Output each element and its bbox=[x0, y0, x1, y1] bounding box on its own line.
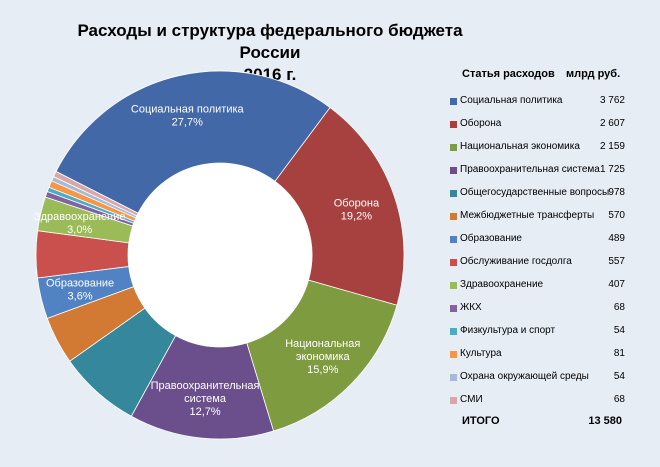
legend-item-label: ЖКХ bbox=[460, 302, 482, 313]
legend-item-label: Обслуживание госдолга bbox=[460, 256, 572, 267]
donut-chart: Социальная политика 27,7%Оборона 19,2%Наци… bbox=[0, 0, 440, 467]
legend-swatch bbox=[450, 190, 457, 197]
legend-item-label: Общегосударственные вопросы bbox=[460, 187, 609, 198]
legend-item-value: 1 725 bbox=[600, 164, 625, 175]
legend-swatch bbox=[450, 282, 457, 289]
legend-item-value: 2 607 bbox=[600, 118, 625, 129]
legend-item-value: 68 bbox=[614, 394, 625, 405]
legend-item: Обслуживание госдолга 557 bbox=[450, 254, 630, 274]
legend-item: Культура 81 bbox=[450, 346, 630, 366]
legend-item: Общегосударственные вопросы 978 bbox=[450, 185, 630, 205]
legend-swatch bbox=[450, 397, 457, 404]
legend-swatch bbox=[450, 351, 457, 358]
legend-item: Физкультура и спорт 54 bbox=[450, 323, 630, 343]
legend-item: ЖКХ 68 bbox=[450, 300, 630, 320]
legend-swatch bbox=[450, 305, 457, 312]
legend-item-value: 54 bbox=[614, 371, 625, 382]
legend-item-label: Культура bbox=[460, 348, 502, 359]
legend-item: Межбюджетные трансферты 570 bbox=[450, 208, 630, 228]
legend-swatch bbox=[450, 167, 457, 174]
legend-item-label: Оборона bbox=[460, 118, 501, 129]
legend-item: Охрана окружающей среды 54 bbox=[450, 369, 630, 389]
legend-item-value: 3 762 bbox=[600, 95, 625, 106]
legend-item-label: Социальная политика bbox=[460, 95, 562, 106]
donut-hole bbox=[128, 163, 312, 347]
legend-item: Здравоохранение 407 bbox=[450, 277, 630, 297]
legend-swatch bbox=[450, 213, 457, 220]
legend-item: Социальная политика 3 762 bbox=[450, 93, 630, 113]
legend-item: СМИ 68 bbox=[450, 392, 630, 412]
legend-item-value: 81 bbox=[614, 348, 625, 359]
legend-item: Правоохранительная система 1 725 bbox=[450, 162, 630, 182]
legend-swatch bbox=[450, 259, 457, 266]
legend-item-value: 557 bbox=[608, 256, 625, 267]
legend-item-value: 407 bbox=[608, 279, 625, 290]
legend-item-value: 489 bbox=[608, 233, 625, 244]
legend-item-value: 2 159 bbox=[600, 141, 625, 152]
legend-item-label: Межбюджетные трансферты bbox=[460, 210, 594, 221]
legend-item-label: Охрана окружающей среды bbox=[460, 371, 589, 382]
legend-item: Образование 489 bbox=[450, 231, 630, 251]
legend-item-value: 54 bbox=[614, 325, 625, 336]
legend-total-label: ИТОГО bbox=[462, 415, 500, 427]
legend-swatch bbox=[450, 98, 457, 105]
legend-item-label: Физкультура и спорт bbox=[460, 325, 555, 336]
legend-swatch bbox=[450, 328, 457, 335]
legend-item-label: Правоохранительная система bbox=[460, 164, 600, 175]
legend-total-value: 13 580 bbox=[588, 415, 622, 427]
legend-header-value: млрд руб. bbox=[566, 68, 620, 80]
legend-item-value: 978 bbox=[608, 187, 625, 198]
legend-swatch bbox=[450, 121, 457, 128]
legend-item: Национальная экономика 2 159 bbox=[450, 139, 630, 159]
legend-item: Оборона 2 607 bbox=[450, 116, 630, 136]
legend-item-label: Здравоохранение bbox=[460, 279, 543, 290]
legend-swatch bbox=[450, 374, 457, 381]
legend-item-label: Национальная экономика bbox=[460, 141, 580, 152]
legend-item-label: Образование bbox=[460, 233, 522, 244]
legend-swatch bbox=[450, 236, 457, 243]
legend-item-value: 68 bbox=[614, 302, 625, 313]
legend-item-label: СМИ bbox=[460, 394, 483, 405]
legend-item-value: 570 bbox=[608, 210, 625, 221]
legend-swatch bbox=[450, 144, 457, 151]
legend-header-item: Статья расходов bbox=[462, 68, 555, 80]
